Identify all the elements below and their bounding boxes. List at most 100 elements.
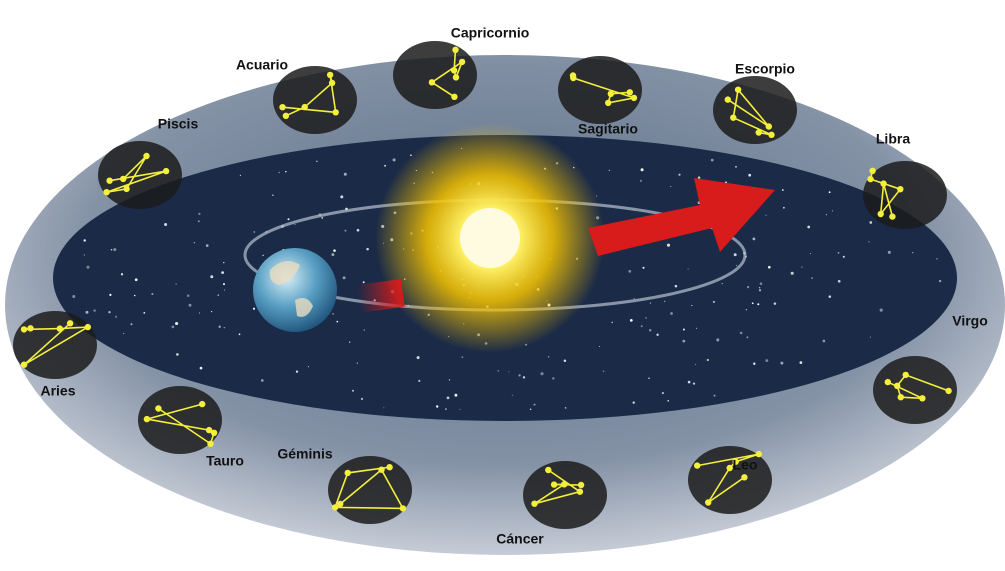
star — [713, 301, 715, 303]
star — [695, 364, 696, 365]
star — [115, 316, 117, 318]
star — [134, 295, 136, 297]
star — [791, 272, 794, 275]
figure-silhouette — [328, 456, 412, 524]
star — [599, 346, 600, 347]
star — [349, 342, 350, 343]
star — [308, 366, 309, 367]
star — [740, 332, 743, 335]
star — [164, 223, 167, 226]
star — [707, 359, 709, 361]
constellation-star — [756, 129, 762, 135]
star — [345, 230, 347, 232]
constellation-star — [735, 87, 741, 93]
star — [609, 170, 610, 171]
sign-label: Piscis — [158, 116, 199, 132]
star — [662, 392, 664, 394]
constellation-star — [608, 91, 614, 97]
star — [782, 189, 784, 191]
star — [747, 286, 749, 288]
star — [287, 218, 289, 220]
star — [218, 325, 220, 327]
star — [176, 353, 179, 356]
star — [688, 381, 691, 384]
star — [888, 251, 891, 254]
star — [199, 312, 200, 313]
constellation-star — [885, 379, 891, 385]
constellation-star — [730, 115, 736, 121]
star — [189, 304, 192, 307]
star — [645, 317, 647, 319]
constellation-star — [429, 79, 435, 85]
star — [331, 253, 334, 256]
star — [366, 248, 369, 251]
constellation-star — [163, 168, 169, 174]
star — [296, 370, 298, 372]
star — [262, 255, 263, 256]
star — [211, 311, 212, 312]
constellation-star — [123, 186, 129, 192]
constellation-star — [867, 176, 873, 182]
star — [768, 266, 771, 269]
constellation-star — [143, 153, 149, 159]
constellation-star — [21, 362, 27, 368]
star — [364, 329, 366, 331]
constellation-star — [889, 213, 895, 219]
figure-silhouette — [393, 41, 477, 109]
star — [759, 287, 760, 288]
star — [200, 367, 203, 370]
star — [508, 371, 509, 372]
constellation-star — [207, 441, 213, 447]
star — [417, 356, 420, 359]
sign-label: Aries — [40, 383, 75, 399]
constellation-star — [578, 482, 584, 488]
star — [641, 168, 644, 171]
constellation-star — [903, 372, 909, 378]
star — [121, 273, 123, 275]
star — [123, 333, 124, 334]
constellation-star — [897, 186, 903, 192]
star — [780, 362, 783, 365]
star — [548, 356, 549, 357]
star — [523, 376, 525, 378]
constellation-star — [103, 189, 109, 195]
star — [151, 293, 153, 295]
constellation-star — [206, 427, 212, 433]
constellation-star — [627, 89, 633, 95]
star — [722, 283, 723, 284]
constellation-star — [459, 59, 465, 65]
star — [540, 372, 543, 375]
star — [642, 267, 644, 269]
constellation-star — [551, 481, 557, 487]
star — [880, 309, 883, 312]
constellation-star — [631, 95, 637, 101]
star — [93, 309, 95, 311]
star — [670, 312, 673, 315]
constellation-star — [766, 123, 772, 129]
constellation-star — [945, 388, 951, 394]
constellation-star — [155, 405, 161, 411]
constellation-star — [67, 320, 73, 326]
constellation-star — [725, 96, 731, 102]
constellation-star — [577, 489, 583, 495]
star — [765, 359, 768, 362]
star — [363, 281, 365, 283]
star — [912, 252, 914, 254]
figure-silhouette — [273, 66, 357, 134]
constellation-star — [545, 467, 551, 473]
star — [84, 254, 85, 255]
star — [383, 407, 384, 408]
sign-label: Géminis — [277, 446, 332, 462]
sign-label: Tauro — [206, 453, 244, 469]
star — [418, 380, 420, 382]
constellation-star — [400, 505, 406, 511]
star — [810, 253, 811, 254]
star — [316, 161, 317, 162]
star — [603, 370, 605, 372]
constellation-star — [561, 481, 567, 487]
constellation-star — [894, 383, 900, 389]
star — [843, 256, 845, 258]
constellation-star — [451, 67, 457, 73]
star — [746, 309, 748, 311]
figure-silhouette — [13, 311, 97, 379]
